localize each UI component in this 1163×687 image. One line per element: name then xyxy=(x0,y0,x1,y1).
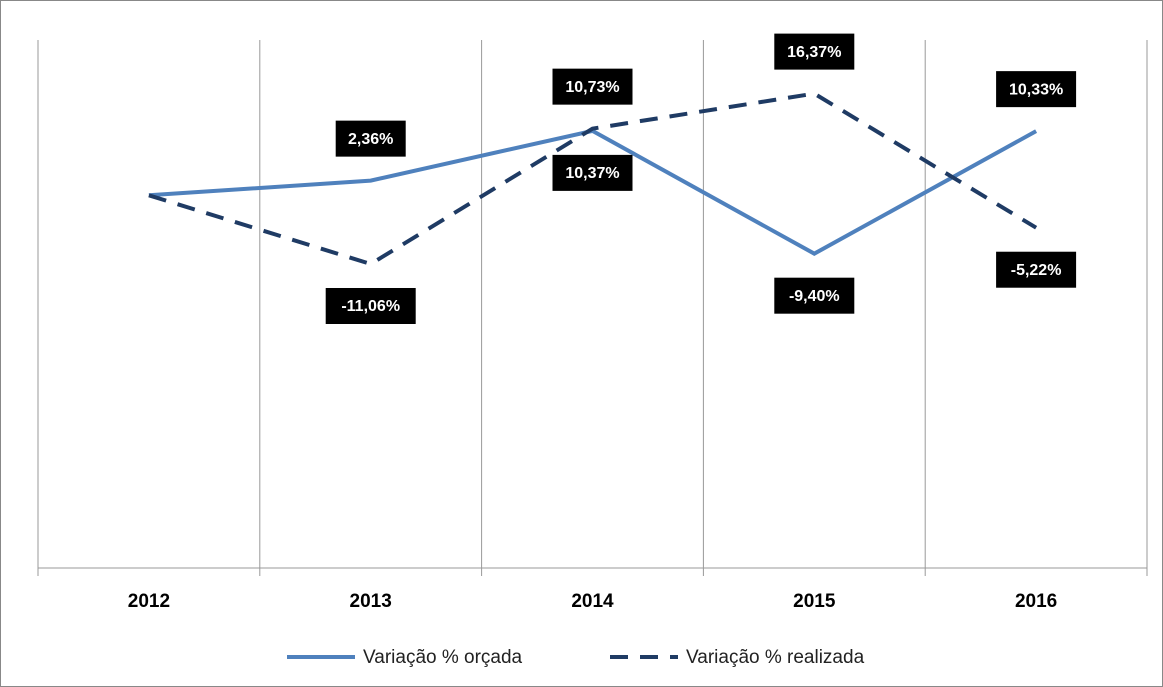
data-label: -9,40% xyxy=(774,277,855,314)
data-label: 2,36% xyxy=(335,120,406,157)
data-label: -5,22% xyxy=(996,251,1077,288)
data-label: -11,06% xyxy=(325,287,416,324)
data-label-text: 10,33% xyxy=(1009,81,1063,98)
data-label-text: 10,73% xyxy=(565,79,619,96)
x-tick-label: 2016 xyxy=(1015,591,1057,612)
legend-label: Variação % realizada xyxy=(686,647,865,668)
data-label: 10,37% xyxy=(552,154,633,191)
x-tick-label: 2012 xyxy=(128,591,170,612)
x-tick-label: 2013 xyxy=(350,591,392,612)
data-label: 10,73% xyxy=(552,68,633,105)
data-label-box xyxy=(774,33,855,70)
data-label-box xyxy=(335,120,406,157)
series-line xyxy=(148,91,1038,267)
data-label-text: -5,22% xyxy=(1011,262,1062,279)
data-label-text: 16,37% xyxy=(787,44,841,61)
data-label-text: -11,06% xyxy=(341,298,400,315)
data-label-box xyxy=(552,154,633,191)
data-label-box xyxy=(774,277,855,314)
data-label: 16,37% xyxy=(774,33,855,70)
data-label-text: -9,40% xyxy=(789,288,840,305)
data-label-text: 2,36% xyxy=(348,131,393,148)
x-tick-label: 2015 xyxy=(793,591,836,612)
data-label-box xyxy=(552,68,633,105)
data-label-box xyxy=(325,287,416,324)
data-label-box xyxy=(996,71,1077,108)
data-label-text: 10,37% xyxy=(565,165,619,182)
legend-label: Variação % orçada xyxy=(363,647,523,668)
data-label: 10,33% xyxy=(996,71,1077,108)
data-label-box xyxy=(996,251,1077,288)
x-tick-label: 2014 xyxy=(571,591,614,612)
